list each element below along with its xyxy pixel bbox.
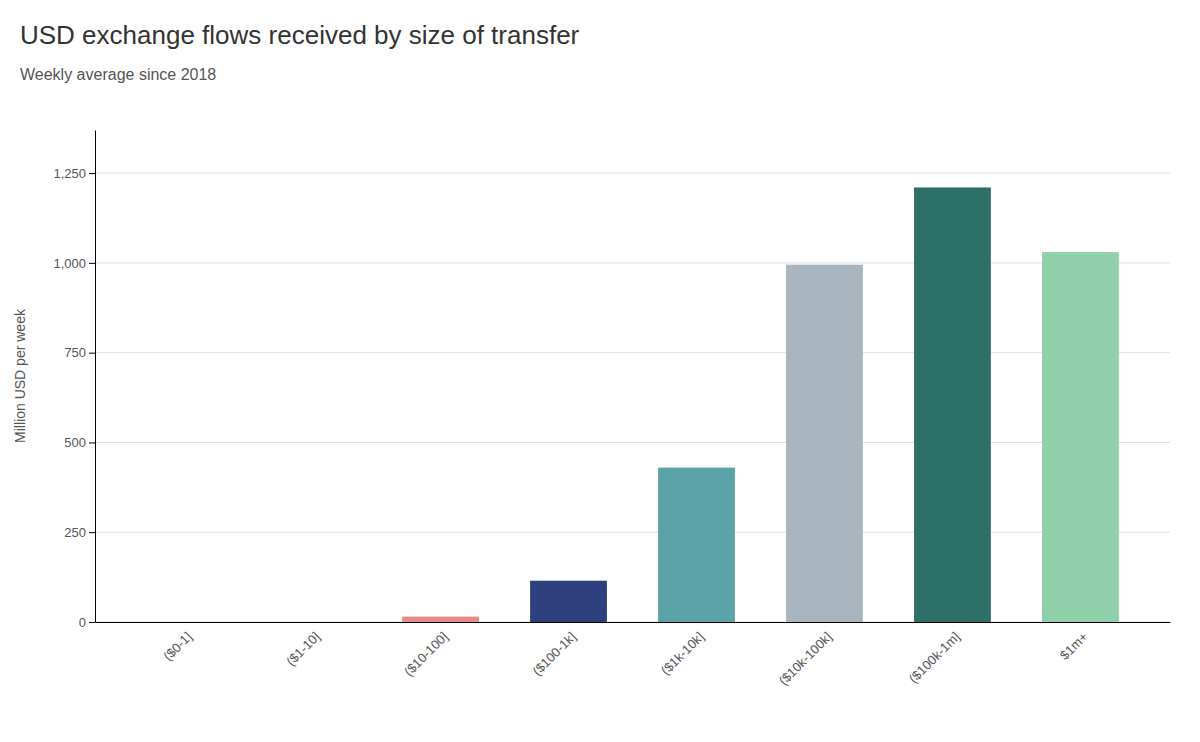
- bar: [658, 468, 735, 622]
- x-tick-label: ($1k-10k]: [658, 629, 707, 678]
- y-tick: 750: [64, 345, 95, 360]
- x-axis-line: [96, 622, 1171, 623]
- y-tick-label: 1,250: [53, 166, 86, 181]
- bar: [402, 617, 479, 622]
- x-tick: ($10-100]: [401, 629, 451, 679]
- y-tick-mark: [89, 173, 95, 174]
- x-tick-label: ($100-1k]: [529, 629, 578, 678]
- x-tick: $1m+: [1057, 629, 1091, 663]
- y-axis: 0 250 500 750 1,000 1,250: [53, 131, 95, 630]
- bar: [146, 621, 223, 622]
- x-tick-label: ($10-100]: [401, 629, 451, 679]
- y-tick-label: 250: [64, 525, 86, 540]
- plot-area: ($0-1] ($1-10] ($10-100] ($100-1k] ($1k-10k]…: [12, 131, 1171, 689]
- y-tick-label: 750: [64, 345, 86, 360]
- y-tick-mark: [89, 622, 95, 623]
- x-tick: ($10k-100k]: [776, 629, 835, 688]
- chart-container: USD exchange flows received by size of t…: [0, 0, 1200, 742]
- y-tick: 500: [64, 435, 95, 450]
- y-tick-label: 500: [64, 435, 86, 450]
- x-tick: ($1k-10k]: [658, 629, 707, 678]
- subtitle: Weekly average since 2018: [20, 66, 216, 83]
- chart-svg: USD exchange flows received by size of t…: [0, 0, 1200, 742]
- bar: [786, 265, 863, 622]
- y-tick-mark: [89, 353, 95, 354]
- x-tick-label: $1m+: [1057, 629, 1091, 663]
- y-tick-mark: [89, 532, 95, 533]
- x-tick: ($100k-1m]: [906, 629, 963, 686]
- bar: [530, 581, 607, 622]
- y-tick-mark: [89, 442, 95, 443]
- y-tick: 1,000: [53, 256, 95, 271]
- bar: [274, 621, 351, 622]
- x-axis: ($0-1] ($1-10] ($10-100] ($100-1k] ($1k-10k]…: [96, 623, 1171, 689]
- y-tick-label: 0: [79, 615, 86, 630]
- bar: [914, 187, 991, 622]
- bars: [146, 187, 1119, 622]
- x-tick-label: ($10k-100k]: [776, 629, 835, 688]
- title: USD exchange flows received by size of t…: [20, 20, 580, 50]
- grid-line: [95, 532, 1170, 533]
- grid-line: [95, 173, 1170, 174]
- y-tick: 0: [79, 615, 95, 630]
- bar: [1042, 252, 1119, 622]
- y-tick-label: 1,000: [53, 256, 86, 271]
- grid-line: [95, 442, 1170, 443]
- grid-line: [95, 622, 1170, 623]
- grid-line: [95, 352, 1170, 353]
- grid: [95, 173, 1170, 622]
- x-tick-label: ($100k-1m]: [906, 629, 963, 686]
- x-tick: ($1-10]: [283, 629, 323, 669]
- y-tick: 250: [64, 525, 95, 540]
- x-tick: ($100-1k]: [529, 629, 578, 678]
- x-tick-label: ($1-10]: [283, 629, 323, 669]
- y-tick-mark: [89, 263, 95, 264]
- y-axis-line: [95, 131, 96, 623]
- grid-line: [95, 262, 1170, 263]
- x-tick: ($0-1]: [160, 629, 195, 664]
- y-axis-label: Million USD per week: [12, 308, 28, 443]
- y-tick: 1,250: [53, 166, 95, 181]
- x-tick-label: ($0-1]: [160, 629, 195, 664]
